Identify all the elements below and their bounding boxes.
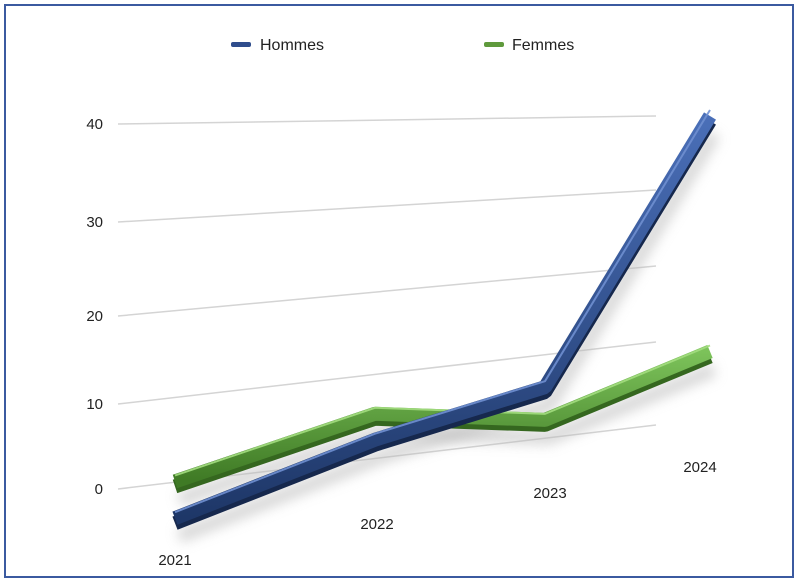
gridline: [117, 115, 657, 125]
legend-label-hommes: Hommes: [260, 37, 324, 54]
y-tick-label: 0: [95, 481, 103, 498]
y-tick-label: 20: [86, 308, 103, 325]
chart-frame: [4, 4, 794, 578]
legend: Hommes Femmes: [231, 37, 574, 54]
y-axis: 0 10 20 30 40: [86, 116, 103, 498]
legend-label-femmes: Femmes: [512, 37, 574, 54]
series-shadows: [176, 130, 720, 543]
x-tick-label: 2024: [683, 459, 716, 476]
x-axis: 2021 2022 2023 2024: [158, 459, 716, 569]
legend-swatch-femmes: [484, 42, 504, 47]
gridline: [117, 189, 657, 223]
legend-swatch-hommes: [231, 42, 251, 47]
y-tick-label: 40: [86, 116, 103, 133]
gridline: [117, 265, 657, 317]
y-tick-label: 30: [86, 214, 103, 231]
x-tick-label: 2023: [533, 485, 566, 502]
x-tick-label: 2021: [158, 552, 191, 569]
x-tick-label: 2022: [360, 516, 393, 533]
y-tick-label: 10: [86, 396, 103, 413]
series-line-hommes: [172, 112, 716, 525]
series-lines: [172, 109, 716, 530]
series-highlight-hommes: [174, 109, 711, 514]
series-shadow-hommes: [176, 130, 720, 543]
